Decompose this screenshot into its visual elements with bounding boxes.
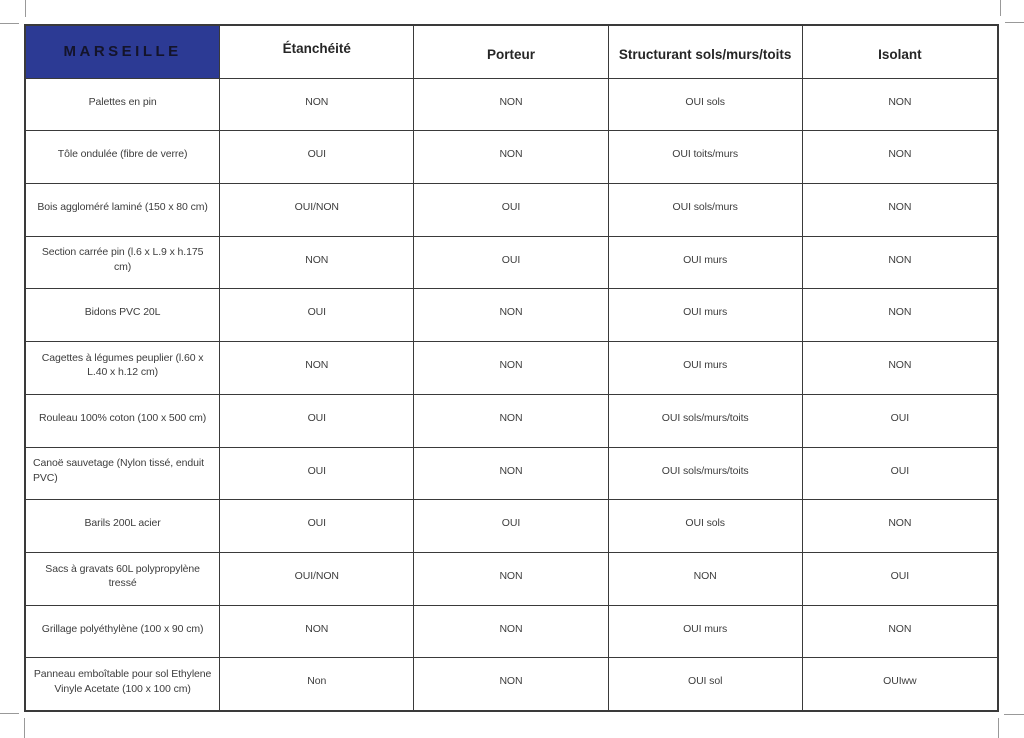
crop-mark-bottom-left-vertical: [24, 718, 25, 738]
material-name-cell: Barils 200L acier: [26, 500, 221, 552]
column-header-label: Isolant: [878, 47, 922, 63]
column-header-label: Étanchéité: [282, 40, 351, 56]
value-cell: OUI: [220, 447, 415, 500]
table-row: Bidons PVC 20L OUI NON OUI murs NON: [26, 289, 997, 343]
column-header-label: Structurant sols/murs/toits: [618, 47, 792, 63]
value-cell: OUI murs: [609, 289, 803, 342]
value-cell: NON: [414, 289, 609, 342]
value-cell: OUIww: [883, 675, 917, 688]
table-row: Barils 200L acier OUI OUI OUI sols NON: [26, 500, 997, 553]
value-cell: NON: [220, 605, 415, 658]
value-cell: NON: [888, 253, 912, 266]
crop-mark-top-left-horizontal: [0, 23, 19, 24]
material-name-cell: Cagettes à légumes peuplier (l.60 x L.40…: [26, 342, 221, 394]
value-cell: NON: [220, 78, 415, 131]
material-name-cell: Bois aggloméré laminé (150 x 80 cm): [26, 184, 221, 236]
brand-title-cell: MARSEILLE: [26, 26, 221, 78]
value-cell: NON: [414, 658, 609, 710]
value-cell: OUI: [414, 236, 609, 289]
value-cell: NON: [414, 394, 609, 447]
value-cell: OUI: [220, 500, 415, 552]
table-row: Section carrée pin (l.6 x L.9 x h.175 cm…: [26, 236, 997, 290]
value-cell: NON: [888, 148, 912, 161]
value-cell: NON: [888, 622, 912, 635]
material-name-cell: Bidons PVC 20L: [26, 289, 221, 342]
materials-table: MARSEILLE Étanchéité Porteur Structurant…: [24, 24, 999, 712]
value-cell: NON: [888, 201, 912, 214]
table-row: Grillage polyéthylène (100 x 90 cm) NON …: [26, 605, 997, 659]
material-name-cell: Sacs à gravats 60L polypropylène tressé: [26, 552, 221, 605]
value-cell: NON: [414, 78, 609, 131]
value-cell: OUI sols/murs: [609, 184, 803, 236]
table-row: Sacs à gravats 60L polypropylène tressé …: [26, 552, 997, 606]
crop-mark-top-right-horizontal: [1005, 22, 1024, 23]
value-cell: OUI: [890, 569, 910, 582]
value-cell: OUI sols/murs/toits: [609, 394, 803, 447]
value-cell: OUI toits/murs: [609, 131, 803, 184]
crop-mark-bottom-left-horizontal: [0, 713, 19, 714]
value-cell: OUI/NON: [220, 184, 415, 236]
crop-mark-bottom-right-vertical: [998, 718, 999, 738]
value-cell: NON: [888, 359, 912, 372]
material-name-cell: Canoë sauvetage (Nylon tissé, enduit PVC…: [26, 447, 221, 500]
value-cell: OUI: [220, 131, 415, 184]
value-cell: NON: [414, 447, 609, 500]
value-cell: NON: [414, 131, 609, 184]
material-name-cell: Section carrée pin (l.6 x L.9 x h.175 cm…: [26, 236, 221, 289]
value-cell: NON: [414, 552, 609, 605]
value-cell: NON: [220, 236, 415, 289]
table-row: Cagettes à légumes peuplier (l.60 x L.40…: [26, 342, 997, 395]
value-cell: OUI murs: [609, 605, 803, 658]
material-name-cell: Rouleau 100% coton (100 x 500 cm): [26, 394, 221, 447]
value-cell: NON: [888, 517, 912, 530]
value-cell: OUI: [414, 500, 609, 552]
value-cell: NON: [888, 95, 912, 108]
crop-mark-top-left-vertical: [25, 0, 26, 17]
material-name-cell: Panneau emboîtable pour sol Ethylene Vin…: [26, 658, 221, 710]
material-name-cell: Palettes en pin: [26, 78, 221, 131]
table-row: Panneau emboîtable pour sol Ethylene Vin…: [26, 658, 997, 710]
value-cell: NON: [414, 342, 609, 394]
value-cell: OUI sols/murs/toits: [609, 447, 803, 500]
material-name-cell: Tôle ondulée (fibre de verre): [26, 131, 221, 184]
table-row: Tôle ondulée (fibre de verre) OUI NON OU…: [26, 131, 997, 185]
table-row: Rouleau 100% coton (100 x 500 cm) OUI NO…: [26, 394, 997, 448]
value-cell: OUI: [220, 289, 415, 342]
value-cell: NON: [888, 306, 912, 319]
material-name-cell: Grillage polyéthylène (100 x 90 cm): [26, 605, 221, 658]
column-header-label: Porteur: [486, 47, 535, 63]
value-cell: NON: [220, 342, 415, 394]
value-cell: OUI/NON: [220, 552, 415, 605]
crop-mark-bottom-right-horizontal: [1004, 714, 1024, 715]
column-header-porteur: Porteur: [414, 26, 609, 78]
value-cell: NON: [609, 552, 803, 605]
value-cell: OUI sols: [609, 500, 803, 552]
column-header-isolant: Isolant: [803, 26, 997, 78]
table-header-row: MARSEILLE Étanchéité Porteur Structurant…: [26, 26, 997, 79]
table-row: Canoë sauvetage (Nylon tissé, enduit PVC…: [26, 447, 997, 501]
value-cell: OUI sols: [609, 78, 803, 131]
value-cell: OUI murs: [609, 342, 803, 394]
value-cell: OUI: [890, 411, 910, 424]
value-cell: Non: [220, 658, 415, 710]
table-row: Bois aggloméré laminé (150 x 80 cm) OUI/…: [26, 184, 997, 237]
column-header-etancheite: Étanchéité: [220, 26, 415, 78]
brand-title: MARSEILLE: [63, 42, 182, 60]
value-cell: OUI murs: [609, 236, 803, 289]
value-cell: OUI: [414, 184, 609, 236]
column-header-structurant: Structurant sols/murs/toits: [609, 26, 803, 78]
value-cell: OUI: [220, 394, 415, 447]
value-cell: OUI sol: [609, 658, 803, 710]
table-row: Palettes en pin NON NON OUI sols NON: [26, 78, 997, 132]
crop-mark-top-right-vertical: [1000, 0, 1001, 16]
value-cell: NON: [414, 605, 609, 658]
value-cell: OUI: [890, 464, 910, 477]
